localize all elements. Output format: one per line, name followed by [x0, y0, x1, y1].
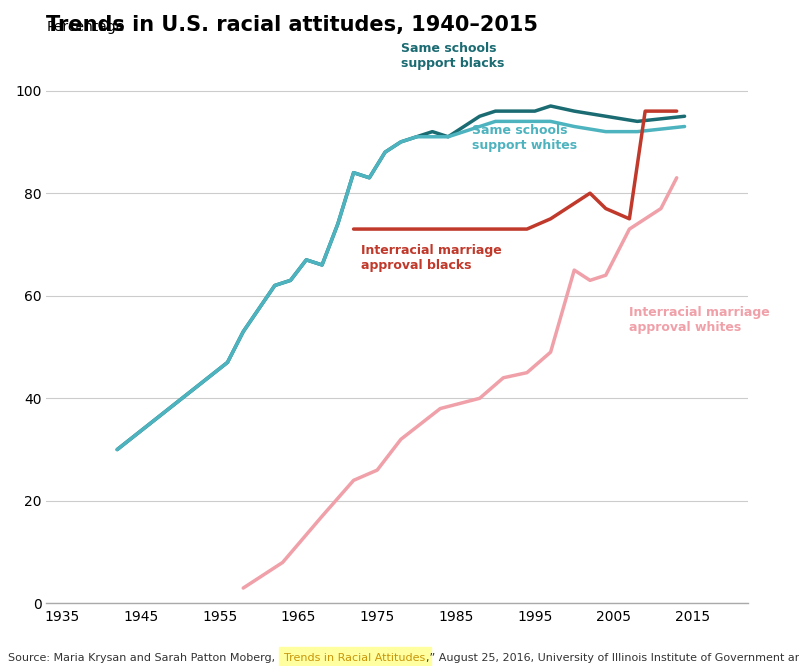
Text: Same schools
support blacks: Same schools support blacks	[401, 42, 504, 70]
Text: Source: Maria Krysan and Sarah Patton Moberg, “: Source: Maria Krysan and Sarah Patton Mo…	[8, 653, 284, 663]
Text: Trends in Racial Attitudes: Trends in Racial Attitudes	[284, 653, 426, 663]
Text: Same schools
support whites: Same schools support whites	[471, 124, 577, 152]
Text: Percentage: Percentage	[46, 20, 125, 34]
Text: ,” August 25, 2016, University of Illinois Institute of Government and Public Af: ,” August 25, 2016, University of Illino…	[426, 653, 799, 663]
Text: Trends in U.S. racial attitudes, 1940–2015: Trends in U.S. racial attitudes, 1940–20…	[46, 15, 539, 35]
Text: Interracial marriage
approval blacks: Interracial marriage approval blacks	[361, 244, 503, 272]
Text: Interracial marriage
approval whites: Interracial marriage approval whites	[630, 306, 770, 334]
